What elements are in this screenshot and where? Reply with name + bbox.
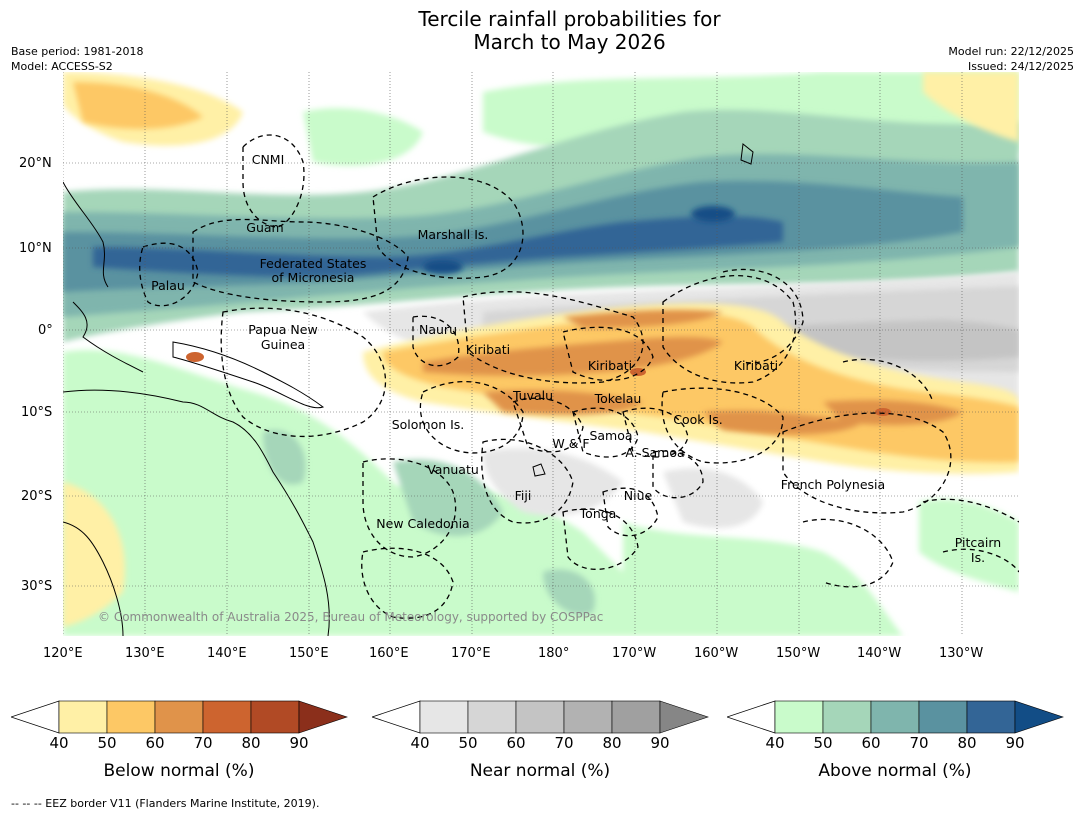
lon-tick-150e: 150°E (289, 646, 329, 661)
map-title-line2: March to May 2026 (0, 31, 1085, 54)
lon-tick-140e: 140°E (207, 646, 247, 661)
colorbar-near-tick-80: 80 (597, 734, 627, 752)
colorbar-below-tick-50: 50 (92, 734, 122, 752)
colorbar-below-tick-60: 60 (140, 734, 170, 752)
colorbar-segment (251, 701, 299, 733)
lon-tick-160w: 160°W (694, 646, 738, 661)
lon-tick-120e: 120°E (43, 646, 83, 661)
label-png-line2: Guinea (233, 337, 333, 352)
colorbar-above-tick-40: 40 (760, 734, 790, 752)
base-period: Base period: 1981-2018 (11, 44, 143, 59)
label-tonga: Tonga (568, 506, 628, 521)
label-kiribati-central: Kiribati (575, 358, 645, 373)
colorbar-above-title: Above normal (%) (775, 761, 1015, 781)
colorbar-near-normal-scale (372, 700, 709, 736)
colorbar-segment (203, 701, 251, 733)
label-png-line1: Papua New (233, 322, 333, 337)
lon-tick-180: 180° (538, 646, 569, 661)
label-tuvalu: Tuvalu (503, 388, 563, 403)
colorbar-segment (871, 701, 919, 733)
colorbar-near-tick-90: 90 (645, 734, 675, 752)
label-wallis-futuna: W & F (541, 436, 601, 451)
colorbar-segment (155, 701, 203, 733)
colorbar-near-tick-60: 60 (501, 734, 531, 752)
colorbar-above-tick-70: 70 (904, 734, 934, 752)
label-french-polynesia: French Polynesia (768, 477, 898, 492)
colorbar-below-tick-70: 70 (188, 734, 218, 752)
colorbar-near-title: Near normal (%) (420, 761, 660, 781)
colorbar-below-normal-scale (11, 700, 348, 736)
label-kiribati-east: Kiribati (721, 358, 791, 373)
colorbar-segment (299, 701, 347, 733)
label-marshall-is: Marshall Is. (403, 227, 503, 242)
colorbar-below-tick-90: 90 (284, 734, 314, 752)
label-palau: Palau (138, 278, 198, 293)
lon-tick-160e: 160°E (369, 646, 409, 661)
label-guam: Guam (230, 220, 300, 235)
model-run-date: Model run: 22/12/2025 (948, 44, 1074, 59)
label-fsm-line2: of Micronesia (248, 270, 378, 285)
eez-footnote: -- -- -- EEZ border V11 (Flanders Marine… (11, 797, 319, 810)
colorbar-near-tick-40: 40 (405, 734, 435, 752)
colorbar-below-normal: 40 50 60 70 80 90 Below normal (%) (11, 700, 348, 785)
lat-tick-20n: 20°N (19, 156, 52, 171)
colorbar-below-tick-80: 80 (236, 734, 266, 752)
colorbar-segment (420, 701, 468, 733)
lon-tick-170e: 170°E (451, 646, 491, 661)
lon-tick-170w: 170°W (612, 646, 656, 661)
lon-tick-150w: 150°W (776, 646, 820, 661)
colorbar-segment (967, 701, 1015, 733)
colorbar-near-tick-70: 70 (549, 734, 579, 752)
lat-tick-10n: 10°N (19, 241, 52, 256)
colorbar-above-tick-50: 50 (808, 734, 838, 752)
colorbar-segment (775, 701, 823, 733)
colorbar-below-tick-40: 40 (44, 734, 74, 752)
colorbar-above-normal: 40 50 60 70 80 90 Above normal (%) (727, 700, 1064, 785)
colorbar-above-normal-scale (727, 700, 1064, 736)
colorbar-segment (468, 701, 516, 733)
map-title-line1: Tercile rainfall probabilities for (0, 8, 1085, 31)
label-fsm-line1: Federated States (248, 256, 378, 271)
colorbar-segment (1015, 701, 1063, 733)
colorbar-segment (516, 701, 564, 733)
lon-tick-130e: 130°E (125, 646, 165, 661)
label-niue: Niue (613, 488, 663, 503)
colorbar-segment (660, 701, 708, 733)
colorbar-segment (107, 701, 155, 733)
lat-tick-10s: 10°S (21, 405, 52, 420)
map-canvas (63, 72, 1019, 636)
label-tokelau: Tokelau (583, 391, 653, 406)
lat-tick-0: 0° (38, 323, 53, 338)
colorbar-segment (823, 701, 871, 733)
label-new-caledonia: New Caledonia (363, 516, 483, 531)
rainfall-map: CNMI Guam Marshall Is. Federated States … (63, 72, 1019, 636)
colorbar-segment (59, 701, 107, 733)
label-fiji: Fiji (503, 488, 543, 503)
lat-tick-20s: 20°S (21, 489, 52, 504)
label-vanuatu: Vanuatu (418, 462, 488, 477)
label-kiribati-west: Kiribati (453, 342, 523, 357)
lat-tick-30s: 30°S (21, 579, 52, 594)
colorbar-above-tick-90: 90 (1000, 734, 1030, 752)
probability-field (63, 72, 1019, 636)
label-american-samoa: A. Samoa (615, 445, 695, 460)
label-solomon-is: Solomon Is. (383, 417, 473, 432)
colorbar-near-tick-50: 50 (453, 734, 483, 752)
label-cnmi: CNMI (233, 152, 303, 167)
label-pitcairn-line2: Is. (943, 550, 1013, 565)
label-pitcairn-line1: Pitcairn (943, 535, 1013, 550)
label-cook-is: Cook Is. (663, 412, 733, 427)
colorbar-near-normal: 40 50 60 70 80 90 Near normal (%) (372, 700, 709, 785)
colorbar-segment (919, 701, 967, 733)
label-nauru: Nauru (408, 322, 468, 337)
lon-tick-140w: 140°W (857, 646, 901, 661)
lon-tick-130w: 130°W (939, 646, 983, 661)
colorbar-above-tick-80: 80 (952, 734, 982, 752)
colorbar-below-title: Below normal (%) (59, 761, 299, 781)
colorbar-segment (564, 701, 612, 733)
colorbar-segment (612, 701, 660, 733)
colorbar-above-tick-60: 60 (856, 734, 886, 752)
copyright-notice: © Commonwealth of Australia 2025, Bureau… (98, 610, 603, 624)
